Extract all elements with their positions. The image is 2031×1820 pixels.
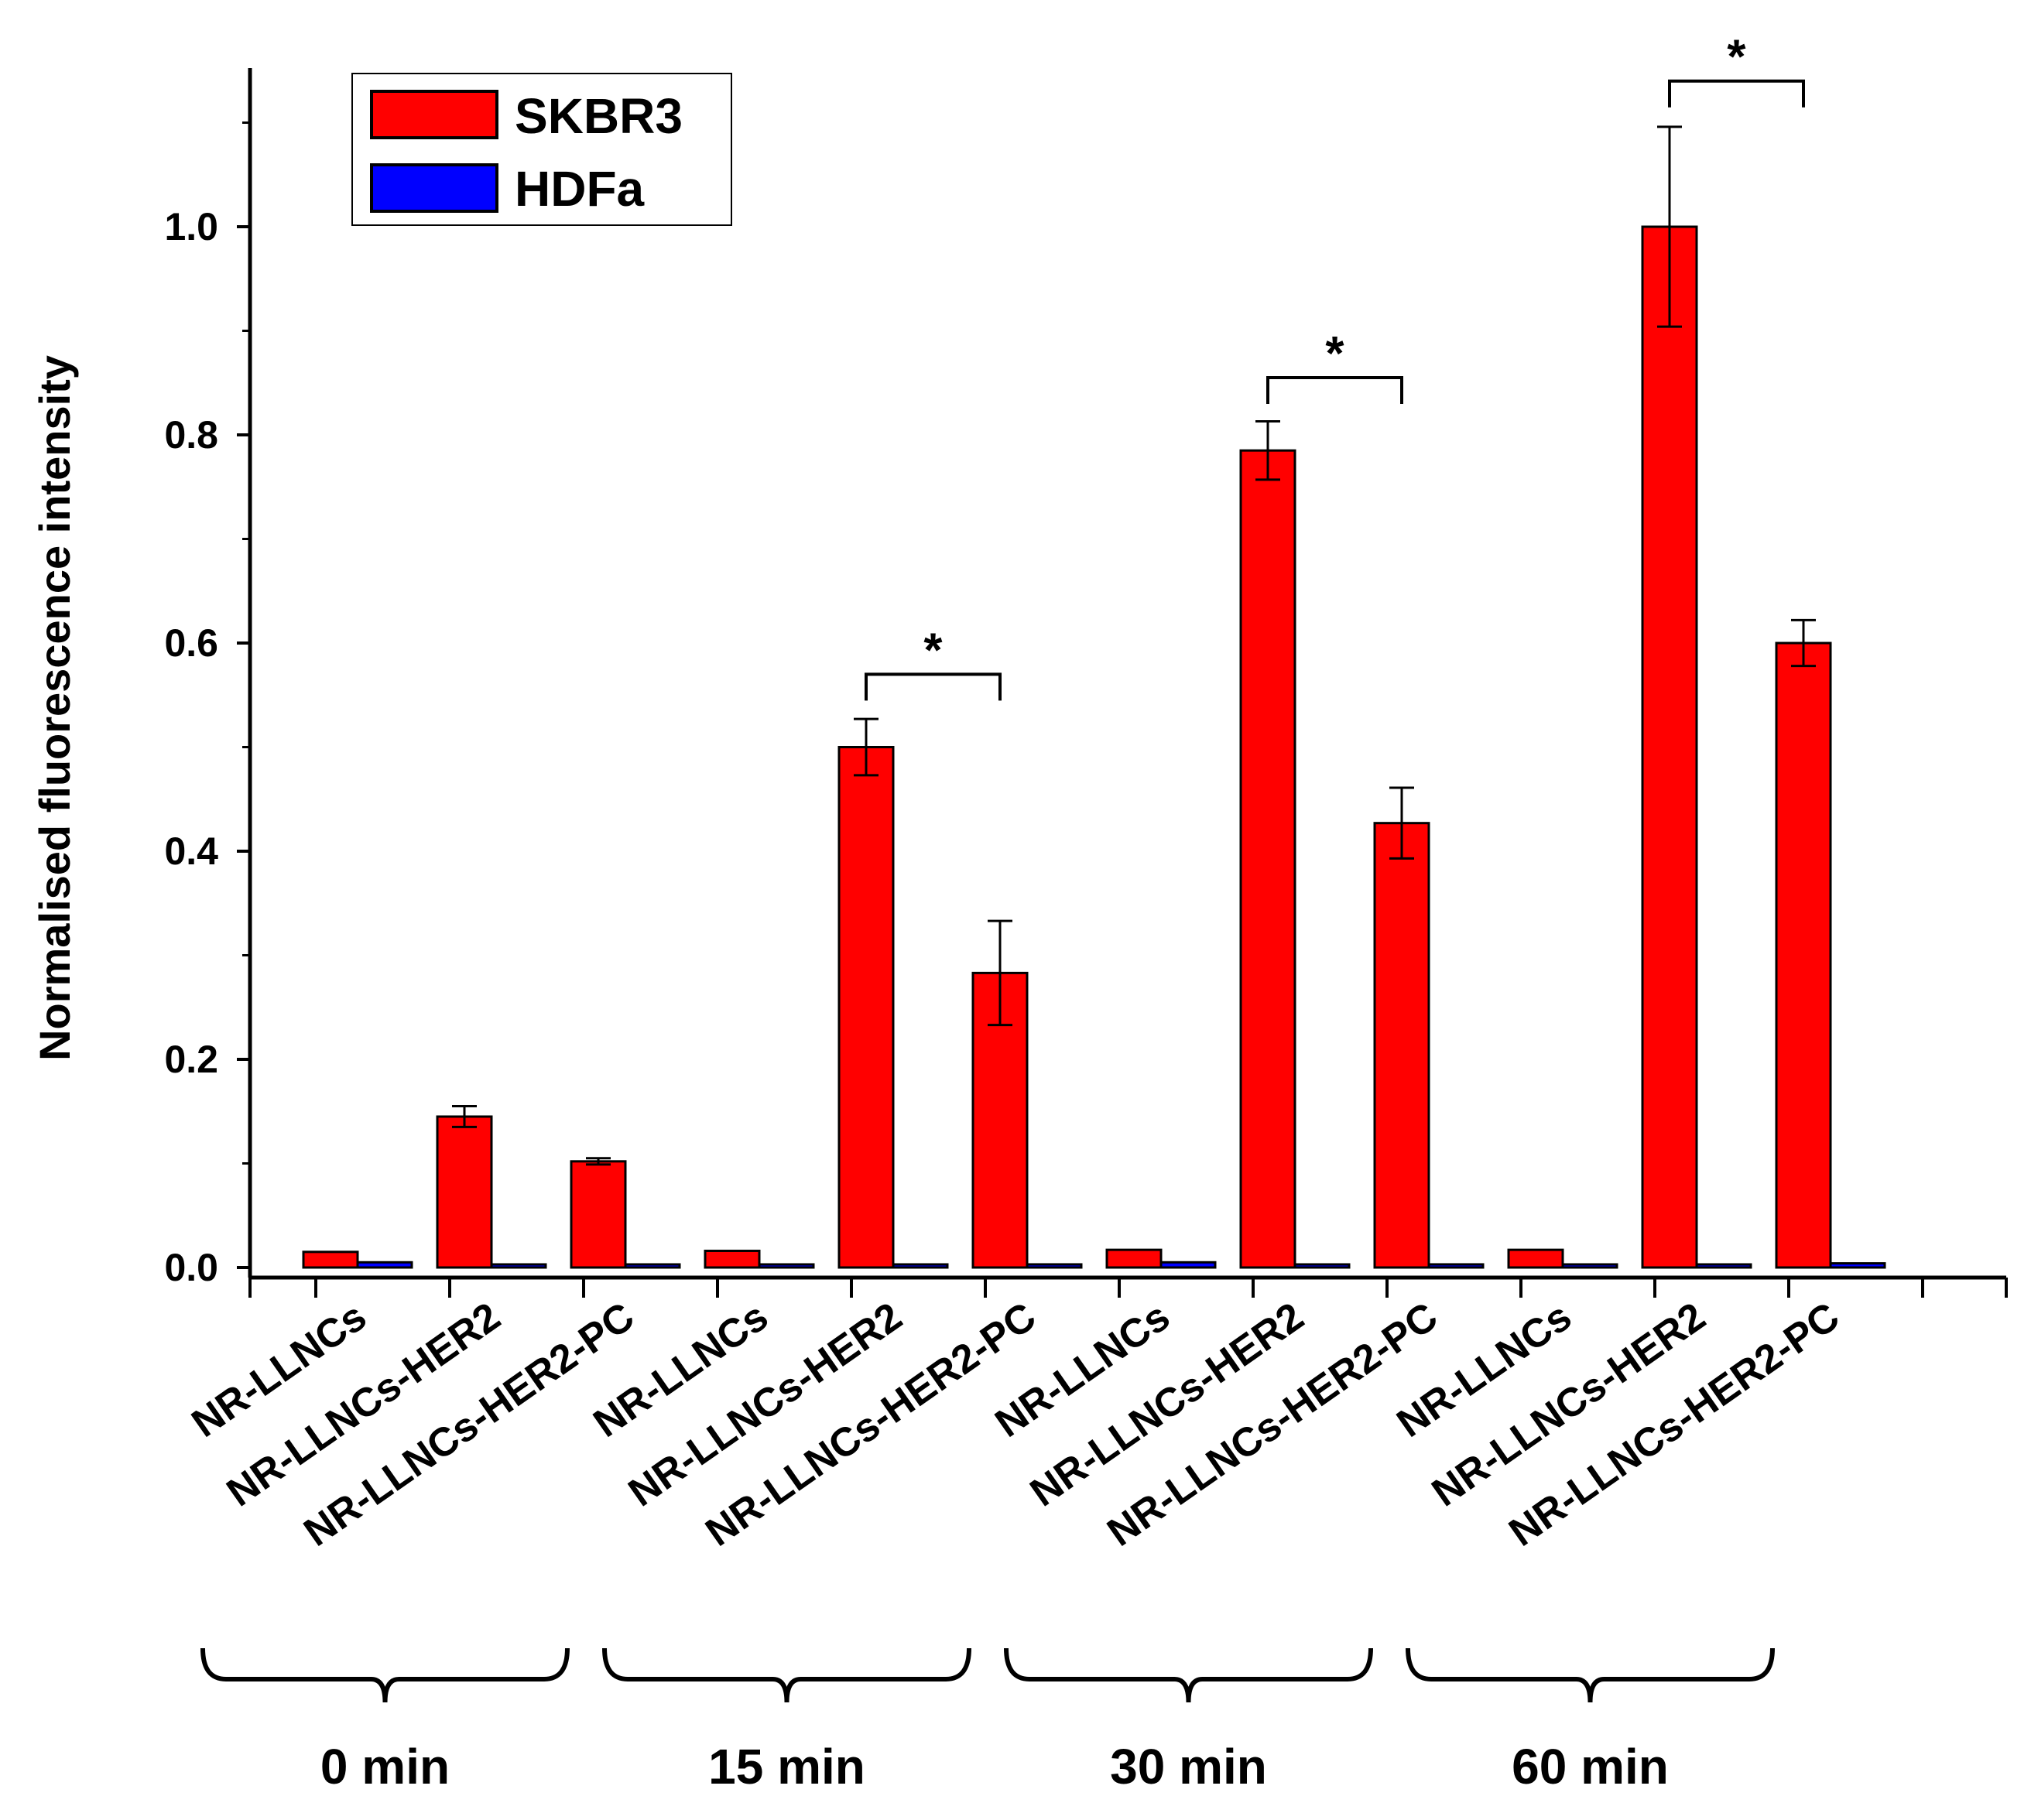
bar-hdfa <box>1159 1261 1217 1269</box>
group-brace <box>602 1647 971 1703</box>
y-tick-label: 0.2 <box>164 1038 218 1081</box>
significance-bracket <box>1668 79 1805 108</box>
bar-skbr3 <box>1641 225 1698 1269</box>
bar-skbr3 <box>1507 1248 1564 1269</box>
bar-skbr3 <box>570 1160 627 1269</box>
bar-hdfa <box>624 1263 681 1269</box>
bar-skbr3 <box>1239 449 1296 1269</box>
significance-bracket <box>1266 376 1403 405</box>
bar-skbr3 <box>837 746 895 1269</box>
legend-swatch-hdfa <box>370 163 498 213</box>
bar-hdfa <box>758 1263 815 1269</box>
bar-hdfa <box>490 1263 547 1269</box>
bar-skbr3 <box>1105 1248 1163 1269</box>
legend-label-hdfa: HDFa <box>515 161 645 217</box>
y-tick-label: 1.0 <box>164 205 218 248</box>
bar-skbr3 <box>302 1250 359 1269</box>
y-axis-title: Normalised fluorescence intensity <box>30 355 79 1061</box>
bar-hdfa <box>1427 1263 1485 1269</box>
legend-label-skbr3: SKBR3 <box>515 88 683 144</box>
y-tick-label: 0.8 <box>164 413 218 457</box>
significance-star: * <box>923 624 943 677</box>
legend: SKBR3 HDFa <box>351 73 732 226</box>
significance-bracket <box>865 672 1002 701</box>
bar-hdfa <box>1695 1263 1752 1269</box>
bar-hdfa <box>1293 1263 1351 1269</box>
bar-hdfa <box>356 1261 413 1269</box>
group-label: 15 min <box>708 1739 865 1794</box>
bar-skbr3 <box>1775 641 1832 1269</box>
group-label: 60 min <box>1512 1739 1669 1794</box>
bar-hdfa <box>1829 1262 1886 1269</box>
bar-hdfa <box>892 1263 949 1269</box>
bar-skbr3 <box>436 1115 493 1269</box>
y-tick-label: 0.4 <box>164 830 218 873</box>
group-brace <box>200 1647 570 1703</box>
bar-hdfa <box>1026 1263 1083 1269</box>
significance-star: * <box>1727 31 1746 84</box>
y-tick-label: 0.0 <box>164 1246 218 1289</box>
group-brace <box>1406 1647 1775 1703</box>
bar-hdfa <box>1561 1263 1618 1269</box>
y-tick-label: 0.6 <box>164 621 218 665</box>
group-brace <box>1004 1647 1373 1703</box>
group-label: 30 min <box>1110 1739 1267 1794</box>
group-label: 0 min <box>320 1739 450 1794</box>
significance-star: * <box>1325 327 1344 381</box>
bar-skbr3 <box>704 1249 761 1269</box>
legend-swatch-skbr3 <box>370 90 498 139</box>
bar-skbr3 <box>1373 822 1430 1269</box>
